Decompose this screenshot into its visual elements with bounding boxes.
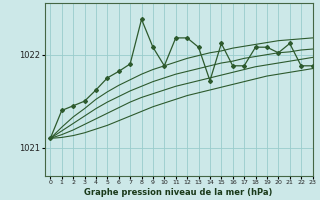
X-axis label: Graphe pression niveau de la mer (hPa): Graphe pression niveau de la mer (hPa) bbox=[84, 188, 273, 197]
